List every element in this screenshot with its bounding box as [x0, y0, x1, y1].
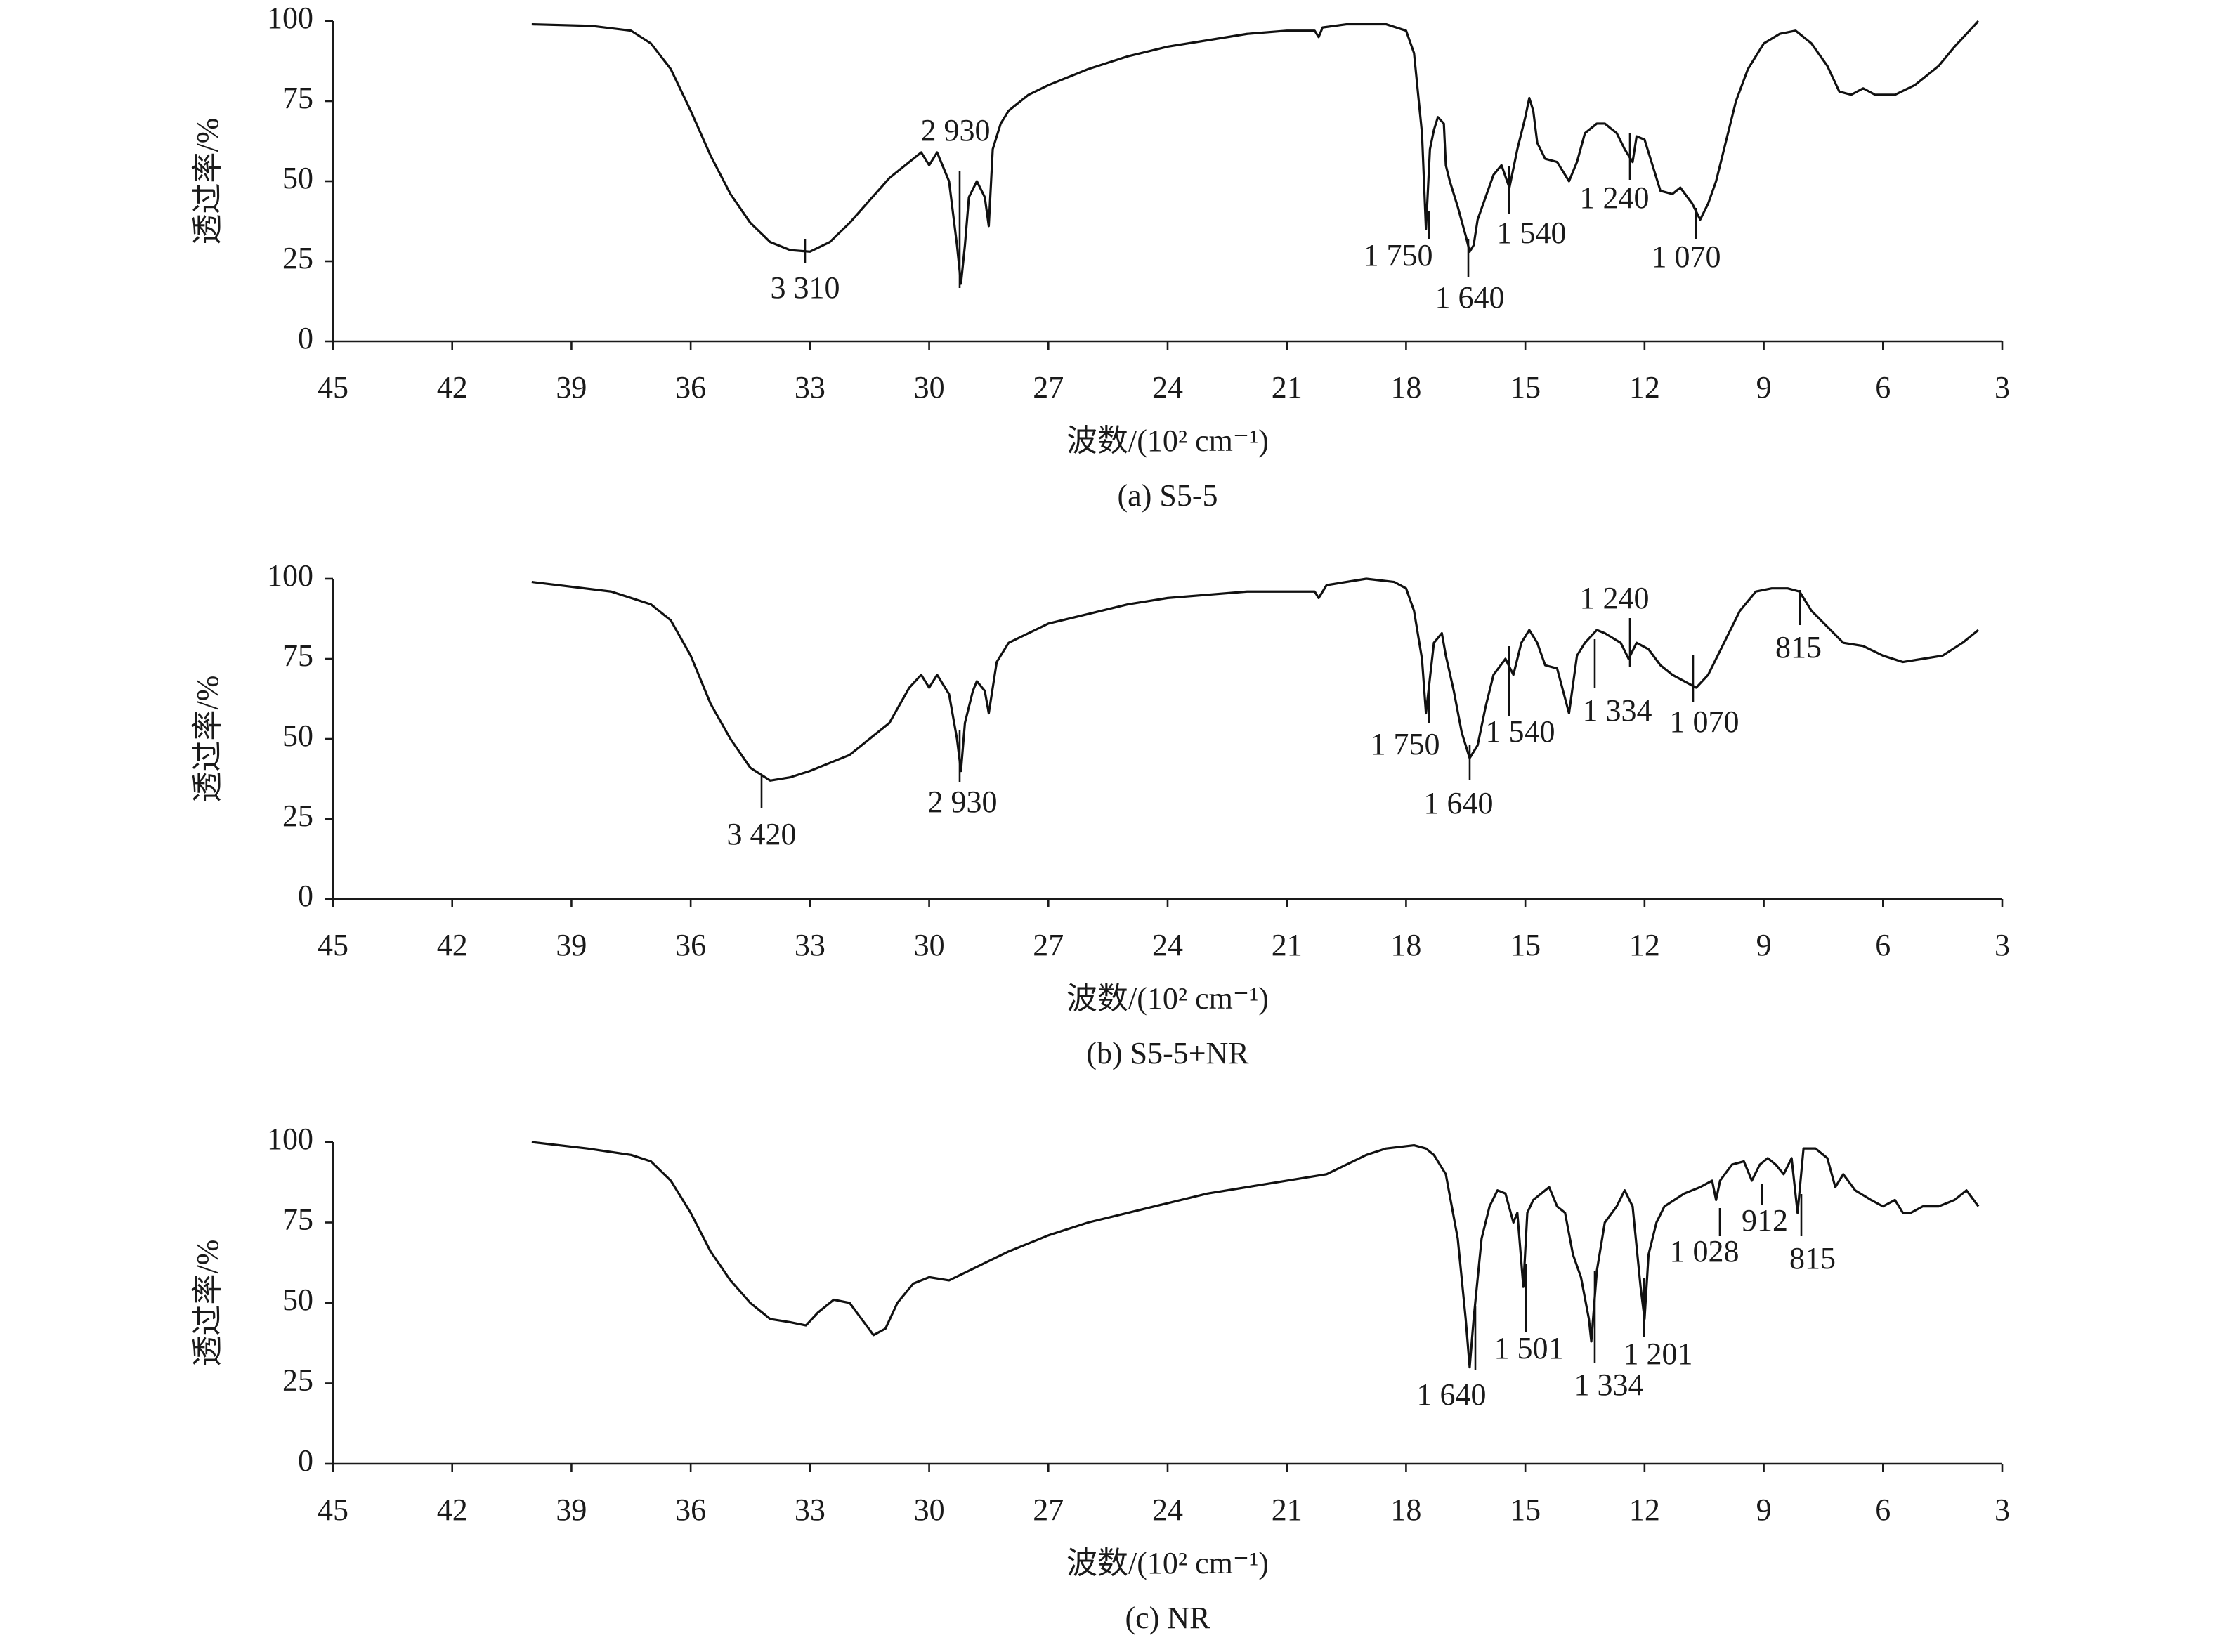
peak-label: 1 750	[1364, 238, 1433, 273]
x-axis-label: 波数/(10² cm⁻¹)	[1066, 1546, 1269, 1580]
y-tick-label: 25	[282, 241, 313, 275]
y-tick-label: 75	[282, 81, 313, 115]
peak-label: 2 930	[928, 785, 998, 819]
x-tick-label: 3	[1995, 928, 2010, 962]
x-tick-label: 12	[1629, 928, 1660, 962]
peak-label: 1 640	[1417, 1377, 1487, 1412]
x-tick-label: 24	[1152, 370, 1183, 405]
x-tick-label: 6	[1875, 928, 1891, 962]
y-tick-label: 75	[282, 1202, 313, 1237]
peak-label: 3 420	[727, 817, 797, 851]
peak-label: 1 070	[1670, 704, 1739, 739]
x-tick-label: 6	[1875, 1493, 1891, 1527]
x-tick-label: 18	[1390, 1493, 1421, 1527]
x-tick-label: 21	[1272, 928, 1303, 962]
x-tick-label: 9	[1756, 928, 1772, 962]
x-tick-label: 36	[675, 1493, 706, 1527]
x-tick-label: 12	[1629, 1493, 1660, 1527]
x-tick-label: 36	[675, 370, 706, 405]
x-tick-label: 33	[795, 370, 825, 405]
subtitle: (a) S5-5	[1118, 478, 1218, 513]
peak-label: 912	[1742, 1203, 1788, 1238]
x-tick-label: 27	[1033, 1493, 1064, 1527]
peak-label: 815	[1789, 1241, 1836, 1276]
x-tick-label: 24	[1152, 928, 1183, 962]
x-tick-label: 42	[437, 928, 468, 962]
spectrum-line	[531, 577, 1980, 782]
peak-label: 1 334	[1574, 1368, 1644, 1402]
y-axis-label: 透过率/%	[190, 118, 225, 245]
x-tick-label: 21	[1272, 370, 1303, 405]
x-tick-label: 45	[318, 1493, 348, 1527]
peak-label: 815	[1775, 630, 1822, 664]
x-tick-label: 30	[914, 370, 945, 405]
y-tick-label: 0	[298, 321, 313, 355]
y-axis-label: 透过率/%	[190, 676, 225, 803]
x-tick-label: 33	[795, 928, 825, 962]
x-tick-label: 27	[1033, 370, 1064, 405]
y-tick-label: 50	[282, 161, 313, 195]
x-tick-label: 3	[1995, 370, 2010, 405]
x-tick-label: 18	[1390, 928, 1421, 962]
peak-label: 2 930	[921, 113, 991, 148]
y-tick-label: 50	[282, 1283, 313, 1317]
y-tick-label: 75	[282, 638, 313, 673]
x-tick-label: 42	[437, 370, 468, 405]
peak-label: 1 501	[1494, 1331, 1564, 1365]
subtitle: (c) NR	[1125, 1601, 1211, 1635]
x-axis-label: 波数/(10² cm⁻¹)	[1066, 424, 1269, 458]
peak-label: 1 240	[1580, 581, 1650, 615]
y-tick-label: 0	[298, 879, 313, 913]
x-tick-label: 30	[914, 1493, 945, 1527]
x-tick-label: 45	[318, 370, 348, 405]
peak-label: 1 540	[1486, 714, 1555, 749]
x-tick-label: 24	[1152, 1493, 1183, 1527]
x-tick-label: 12	[1629, 370, 1660, 405]
x-tick-label: 39	[556, 370, 587, 405]
peak-label: 1 028	[1670, 1234, 1739, 1268]
y-tick-label: 0	[298, 1443, 313, 1478]
x-tick-label: 6	[1875, 370, 1891, 405]
spectrum-line	[531, 20, 1980, 285]
x-tick-label: 30	[914, 928, 945, 962]
x-tick-label: 18	[1390, 370, 1421, 405]
peak-label: 1 640	[1424, 786, 1494, 820]
y-tick-label: 25	[282, 799, 313, 833]
peak-label: 1 240	[1580, 181, 1650, 215]
x-tick-label: 36	[675, 928, 706, 962]
y-tick-label: 100	[267, 1122, 313, 1156]
peak-label: 3 310	[771, 270, 840, 305]
subtitle: (b) S5-5+NR	[1086, 1036, 1249, 1070]
x-tick-label: 39	[556, 928, 587, 962]
x-tick-label: 15	[1510, 1493, 1541, 1527]
x-tick-label: 9	[1756, 370, 1772, 405]
x-axis-label: 波数/(10² cm⁻¹)	[1066, 981, 1269, 1016]
x-tick-label: 45	[318, 928, 348, 962]
y-axis-label: 透过率/%	[190, 1240, 225, 1367]
x-tick-label: 3	[1995, 1493, 2010, 1527]
x-tick-label: 33	[795, 1493, 825, 1527]
x-tick-label: 39	[556, 1493, 587, 1527]
peak-label: 1 750	[1371, 727, 1440, 761]
x-tick-label: 15	[1510, 370, 1541, 405]
peak-label: 1 640	[1435, 280, 1505, 315]
x-tick-label: 15	[1510, 928, 1541, 962]
x-tick-label: 21	[1272, 1493, 1303, 1527]
x-tick-label: 27	[1033, 928, 1064, 962]
peak-label: 1 070	[1652, 240, 1721, 274]
peak-label: 1 334	[1583, 693, 1652, 728]
y-tick-label: 50	[282, 719, 313, 753]
x-tick-label: 42	[437, 1493, 468, 1527]
peak-label: 1 540	[1497, 216, 1567, 250]
peak-label: 1 201	[1624, 1337, 1693, 1371]
y-tick-label: 100	[267, 558, 313, 593]
x-tick-label: 9	[1756, 1493, 1772, 1527]
y-tick-label: 100	[267, 1, 313, 35]
spectrum-line	[531, 1141, 1980, 1369]
y-tick-label: 25	[282, 1363, 313, 1398]
